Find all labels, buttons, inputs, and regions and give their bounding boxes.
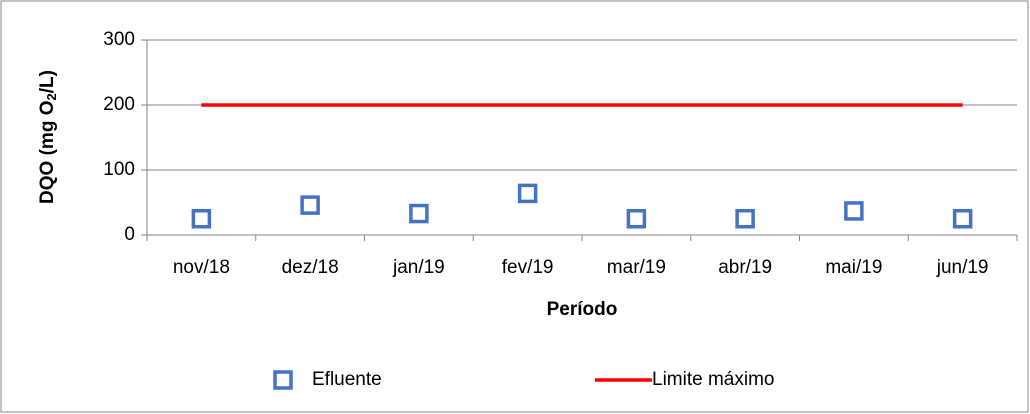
x-tick-label: nov/18: [173, 257, 230, 278]
x-tick-label: mar/19: [607, 257, 666, 278]
marker: [844, 201, 864, 221]
y-label-part: /L): [37, 70, 58, 93]
x-tick-label: fev/19: [502, 257, 554, 278]
legend-label: Efluente: [312, 369, 382, 390]
x-tick-label: mai/19: [825, 257, 882, 278]
y-tick-label: 300: [103, 29, 135, 50]
marker: [191, 209, 212, 229]
x-axis-label: Período: [547, 299, 618, 320]
y-label-sub: 2: [44, 93, 59, 100]
y-tick-label: 0: [124, 224, 135, 245]
x-tick-label: jan/19: [392, 257, 445, 278]
y-tick-label: 200: [103, 94, 135, 115]
x-tick-label: jun/19: [936, 257, 989, 278]
legend-label: Limite máximo: [652, 369, 774, 390]
marker: [300, 195, 320, 215]
y-tick-label: 100: [103, 159, 135, 180]
y-axis-label: DQO (mg O2/L): [37, 70, 59, 204]
marker: [517, 183, 538, 204]
x-tick-label: abr/19: [718, 257, 772, 278]
marker: [735, 209, 755, 229]
x-tick-label: dez/18: [282, 257, 339, 278]
marker: [952, 209, 973, 229]
marker: [273, 370, 293, 390]
marker: [409, 203, 429, 224]
marker: [626, 209, 647, 229]
y-label-part: DQO (mg O: [37, 101, 58, 204]
